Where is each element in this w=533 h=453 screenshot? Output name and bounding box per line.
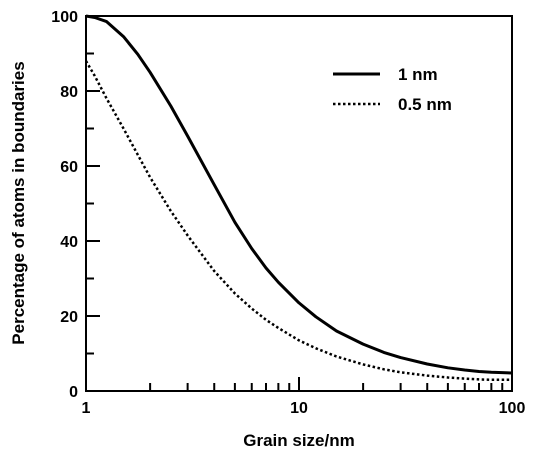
legend-label-1: 1 nm [398, 65, 438, 84]
y-tick-label: 60 [60, 159, 78, 176]
y-tick-label: 0 [69, 384, 78, 401]
x-tick-label: 10 [290, 400, 308, 417]
x-tick-label: 1 [82, 400, 91, 417]
x-axis-title: Grain size/nm [243, 431, 354, 450]
legend: 1 nm 0.5 nm [333, 65, 452, 114]
y-axis-title: Percentage of atoms in boundaries [9, 61, 28, 344]
ticks [85, 15, 513, 392]
y-tick-label: 20 [60, 309, 78, 326]
y-tick-label: 100 [51, 9, 78, 26]
series-line-2 [84, 60, 512, 382]
tick-labels: 0 20 40 60 80 100 1 10 100 [51, 9, 525, 417]
series-group [84, 14, 513, 382]
series-line-1 [85, 14, 513, 375]
legend-label-2: 0.5 nm [398, 95, 452, 114]
y-tick-label: 80 [60, 84, 78, 101]
y-tick-label: 40 [60, 234, 78, 251]
x-tick-label: 100 [499, 400, 526, 417]
